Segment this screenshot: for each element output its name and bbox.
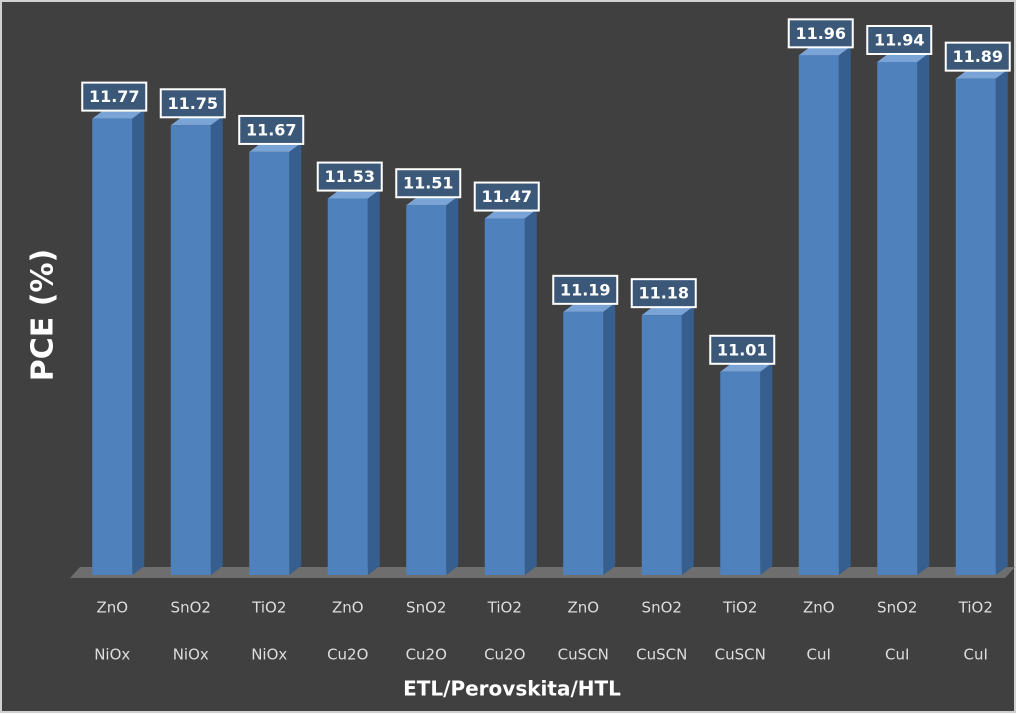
value-label: 11.01 <box>717 340 768 359</box>
bar <box>92 118 133 576</box>
x-tick-label: ZnO <box>332 599 364 617</box>
value-label: 11.89 <box>952 47 1003 66</box>
bar-top <box>877 52 930 62</box>
value-label: 11.67 <box>246 120 297 139</box>
bar-side <box>995 69 1008 576</box>
value-label: 11.75 <box>167 94 218 113</box>
bar-top <box>484 209 537 219</box>
value-label-box <box>787 18 854 49</box>
x-tick-label: CuI <box>885 646 909 664</box>
value-label-box <box>238 114 305 145</box>
value-label-box <box>552 274 619 305</box>
x-tick-label: NiOx <box>173 646 209 664</box>
bar <box>249 151 290 575</box>
x-tick-label: TiO2 <box>251 599 286 617</box>
floor <box>70 567 1015 578</box>
bar-side <box>210 116 223 575</box>
value-label-box <box>159 88 226 119</box>
bar-side <box>760 362 773 575</box>
x-tick-label: CuI <box>964 646 988 664</box>
bar-side <box>289 142 302 575</box>
x-tick-label: ZnO <box>96 599 128 617</box>
value-label: 11.77 <box>89 87 140 106</box>
x-tick-label: CuSCN <box>558 646 609 664</box>
bar-top <box>406 196 459 206</box>
y-axis-title: PCE (%) <box>26 249 61 381</box>
bar <box>798 55 839 575</box>
value-label: 11.94 <box>874 30 925 49</box>
x-tick-label: Cu2O <box>327 646 368 664</box>
value-label: 11.53 <box>324 167 375 186</box>
value-label: 11.47 <box>481 187 532 206</box>
bar <box>563 311 604 575</box>
value-label-box <box>866 24 933 55</box>
bar <box>955 78 996 576</box>
bar-top <box>641 306 694 316</box>
bar-top <box>798 46 851 56</box>
bar <box>641 315 682 575</box>
value-label-box <box>630 278 697 309</box>
value-label: 11.51 <box>403 174 454 193</box>
value-label: 11.96 <box>795 24 846 43</box>
bar <box>406 205 447 575</box>
x-tick-label: SnO2 <box>642 599 682 617</box>
x-tick-label: NiOx <box>251 646 287 664</box>
x-tick-label: CuI <box>807 646 831 664</box>
bar <box>170 125 211 575</box>
x-tick-label: SnO2 <box>406 599 446 617</box>
x-tick-label: NiOx <box>94 646 130 664</box>
x-tick-label: TiO2 <box>958 599 993 617</box>
value-label-box <box>81 81 148 112</box>
bar-side <box>681 306 694 575</box>
bar-top <box>327 189 380 199</box>
bar-side <box>838 46 851 575</box>
value-label-box <box>944 41 1011 72</box>
x-tick-label: Cu2O <box>484 646 525 664</box>
x-tick-label: SnO2 <box>171 599 211 617</box>
x-tick-label: CuSCN <box>636 646 687 664</box>
bar-top <box>249 142 302 152</box>
value-label: 11.19 <box>560 280 611 299</box>
value-label-box <box>709 334 776 365</box>
bar-top <box>720 362 773 372</box>
value-label-box <box>395 168 462 199</box>
x-tick-label: Cu2O <box>406 646 447 664</box>
bar-side <box>367 189 380 575</box>
x-axis-title: ETL/Perovskita/HTL <box>403 677 621 701</box>
bar-side <box>917 52 930 576</box>
x-tick-label: ZnO <box>567 599 599 617</box>
value-label: 11.18 <box>638 284 689 303</box>
bar <box>720 371 761 575</box>
x-tick-label: SnO2 <box>877 599 917 617</box>
bar <box>877 61 918 576</box>
x-tick-label: TiO2 <box>722 599 757 617</box>
bar-side <box>524 209 537 575</box>
bar-side <box>446 196 459 575</box>
x-tick-label: TiO2 <box>487 599 522 617</box>
value-label-box <box>316 161 383 192</box>
bar-top <box>92 109 145 119</box>
bar-side <box>603 302 616 575</box>
x-tick-label: CuSCN <box>715 646 766 664</box>
bar-top <box>955 69 1008 79</box>
bar-top <box>170 116 223 126</box>
x-tick-label: ZnO <box>803 599 835 617</box>
bar <box>484 218 525 575</box>
value-label-box <box>473 181 540 212</box>
bar-top <box>563 302 616 312</box>
bar-side <box>132 109 145 576</box>
bar <box>327 198 368 575</box>
